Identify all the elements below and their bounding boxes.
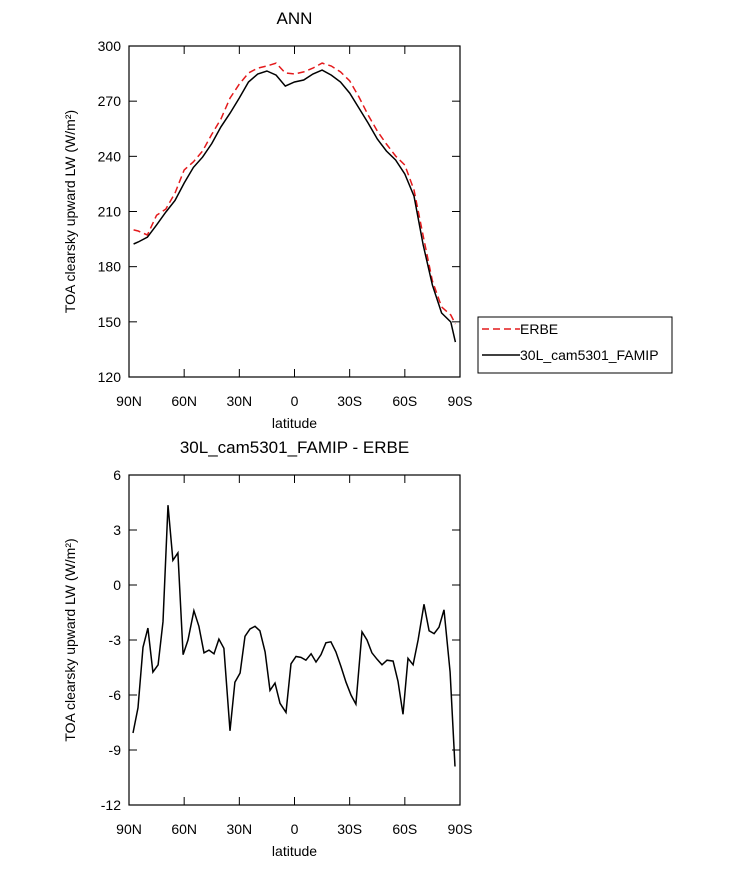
y-tick-label: 240 xyxy=(98,148,122,164)
x-tick-label: 60N xyxy=(171,821,197,837)
y-tick-label: 270 xyxy=(98,93,122,109)
chart-title: ANN xyxy=(277,9,313,28)
x-axis-label: latitude xyxy=(272,843,317,859)
y-tick-label: -12 xyxy=(101,797,121,813)
line xyxy=(132,505,456,767)
y-tick-label: -3 xyxy=(109,632,122,648)
line xyxy=(133,62,457,325)
legend-box xyxy=(477,316,673,374)
y-tick-label: 210 xyxy=(98,204,122,220)
x-tick-label: 60S xyxy=(392,821,417,837)
x-tick-label: 90N xyxy=(116,393,142,409)
x-tick-label: 30N xyxy=(226,821,252,837)
plot-frame xyxy=(128,474,461,806)
line xyxy=(133,69,457,343)
y-tick-label: 0 xyxy=(113,577,121,593)
y-tick-label: 300 xyxy=(98,38,122,54)
legend-label: 30L_cam5301_FAMIP xyxy=(520,347,659,363)
x-tick-label: 60S xyxy=(392,393,417,409)
x-axis-label: latitude xyxy=(272,415,317,431)
x-tick-label: 60N xyxy=(171,393,197,409)
chart-title: 30L_cam5301_FAMIP - ERBE xyxy=(180,438,409,457)
y-axis-label: TOA clearsky upward LW (W/m²) xyxy=(62,110,78,313)
y-tick-label: 3 xyxy=(113,522,121,538)
x-tick-label: 0 xyxy=(291,821,299,837)
y-tick-label: 150 xyxy=(98,314,122,330)
y-tick-label: -9 xyxy=(109,742,122,758)
legend-label: ERBE xyxy=(520,321,558,337)
x-tick-label: 30S xyxy=(337,821,362,837)
x-tick-label: 90S xyxy=(448,393,473,409)
x-tick-label: 30S xyxy=(337,393,362,409)
y-tick-label: 120 xyxy=(98,369,122,385)
y-tick-label: 180 xyxy=(98,259,122,275)
y-axis-label: TOA clearsky upward LW (W/m²) xyxy=(62,538,78,741)
x-tick-label: 0 xyxy=(291,393,299,409)
x-tick-label: 90N xyxy=(116,821,142,837)
x-tick-label: 90S xyxy=(448,821,473,837)
y-tick-label: 6 xyxy=(113,467,121,483)
plot-frame xyxy=(128,45,461,378)
x-tick-label: 30N xyxy=(226,393,252,409)
y-tick-label: -6 xyxy=(109,687,122,703)
